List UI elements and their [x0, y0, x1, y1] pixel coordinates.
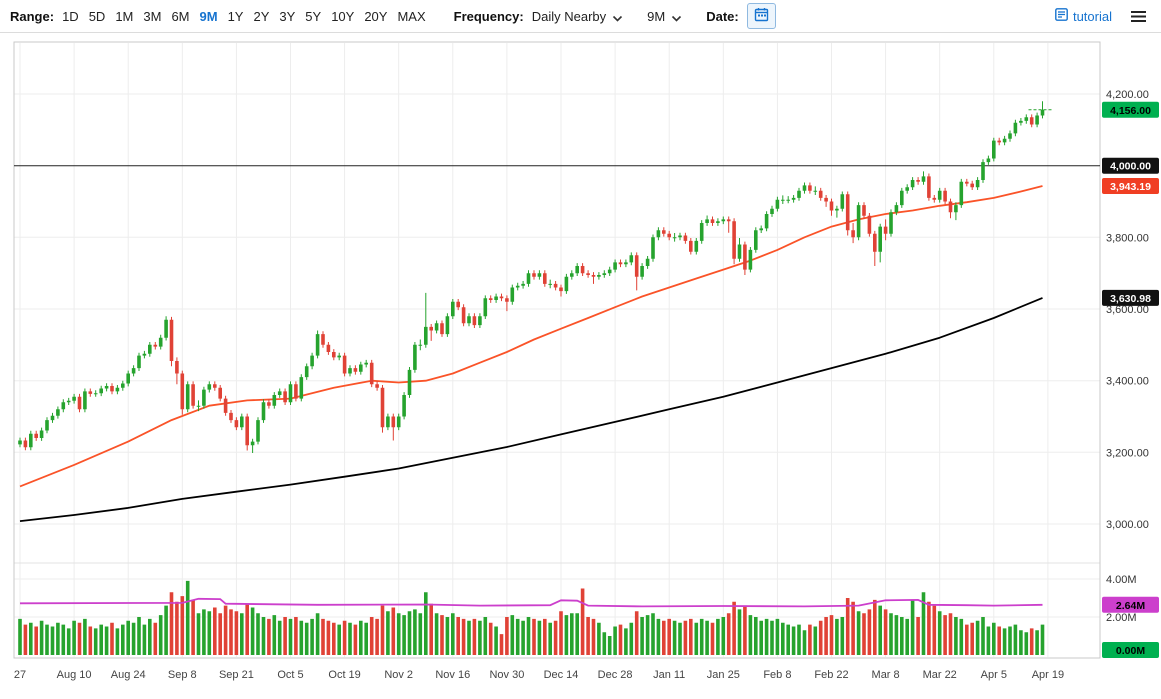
price-axis-label: 3,600.00	[1106, 304, 1149, 316]
price-axis-label: 4,200.00	[1106, 89, 1149, 101]
period-value: 9M	[647, 8, 666, 24]
tutorial-label: tutorial	[1072, 8, 1112, 24]
chart-toolbar: Range: 1D 5D 1M 3M 6M 9M 1Y 2Y 3Y 5Y 10Y…	[0, 0, 1161, 33]
volume-bars-down	[23, 588, 1034, 655]
date-axis-label: Nov 16	[435, 669, 470, 681]
date-axis-label: Dec 28	[598, 669, 633, 681]
session-volume-badge	[1102, 642, 1159, 658]
date-axis-label: Feb 8	[763, 669, 791, 681]
price-axis-label: 3,400.00	[1106, 376, 1149, 388]
ma-fast-badge	[1102, 178, 1159, 194]
period-dropdown[interactable]: 9M	[647, 8, 682, 25]
date-axis-label: 27	[14, 669, 26, 681]
date-axis-label: Nov 2	[384, 669, 413, 681]
range-max[interactable]: MAX	[397, 8, 426, 24]
last-price-badge	[1102, 101, 1159, 118]
range-1d[interactable]: 1D	[62, 8, 79, 24]
price-axis-label: 3,000.00	[1106, 519, 1149, 531]
date-axis-label: Mar 22	[923, 669, 957, 681]
date-axis-label: Aug 24	[111, 669, 146, 681]
avg-volume-badge	[1102, 596, 1159, 613]
date-axis-label: Nov 30	[489, 669, 524, 681]
chevron-down-icon	[671, 10, 682, 25]
frequency-dropdown[interactable]: Daily Nearby	[532, 8, 623, 25]
range-20y[interactable]: 20Y	[364, 8, 388, 24]
range-5y[interactable]: 5Y	[305, 8, 322, 24]
date-axis-label: Oct 19	[328, 669, 360, 681]
up-candle-bodies	[18, 109, 1045, 448]
candlestick-chart-canvas[interactable]: 4,200.00 3,800.00 3,600.00 3,400.00 3,200.00…	[0, 33, 1161, 694]
up-candle-wicks	[19, 101, 1043, 453]
price-axis-label: 3,800.00	[1106, 232, 1149, 244]
volume-axis-label: 2.00M	[1106, 612, 1137, 624]
date-axis-label: Apr 19	[1032, 669, 1064, 681]
date-label: Date:	[706, 8, 739, 24]
vertical-gridlines	[19, 43, 1049, 657]
range-10y[interactable]: 10Y	[331, 8, 355, 24]
avg-volume-badge-label: 2.64M	[1116, 600, 1145, 612]
chevron-down-icon	[612, 10, 623, 25]
frequency-value: Daily Nearby	[531, 8, 607, 24]
range-3m[interactable]: 3M	[143, 8, 162, 24]
date-axis-label: Mar 8	[872, 669, 900, 681]
range-label: Range:	[10, 8, 55, 24]
average-volume-line	[19, 597, 1043, 608]
toolbar-right: tutorial	[1055, 8, 1151, 24]
volume-bars-up	[18, 580, 1045, 655]
range-1m[interactable]: 1M	[115, 8, 134, 24]
date-axis-label: Jan 25	[707, 669, 740, 681]
plot-border	[13, 41, 1101, 659]
range-3y[interactable]: 3Y	[279, 8, 296, 24]
date-axis-label: Sep 21	[219, 669, 254, 681]
range-selector: 1D 5D 1M 3M 6M 9M 1Y 2Y 3Y 5Y 10Y 20Y MA…	[62, 9, 426, 24]
date-axis-label: Aug 10	[57, 669, 92, 681]
hline-price-badge	[1102, 157, 1159, 174]
ma-slow-badge	[1102, 289, 1159, 306]
calendar-icon	[754, 7, 769, 25]
range-6m[interactable]: 6M	[171, 8, 190, 24]
date-axis-label: Feb 22	[814, 669, 848, 681]
date-axis-label: Jan 11	[653, 669, 685, 681]
date-axis-label: Sep 8	[168, 669, 197, 681]
tutorial-icon	[1055, 8, 1068, 24]
ma-fast-badge-label: 3,943.19	[1110, 181, 1151, 193]
slow-moving-average-line	[19, 297, 1043, 522]
date-axis-label: Apr 5	[981, 669, 1007, 681]
hline-price-badge-label: 4,000.00	[1110, 161, 1151, 173]
chart-area[interactable]: 4,200.00 3,800.00 3,600.00 3,400.00 3,200.00…	[0, 33, 1161, 694]
price-axis-label: 3,200.00	[1106, 447, 1149, 459]
horizontal-gridlines	[14, 93, 1100, 618]
date-picker-button[interactable]	[746, 3, 776, 29]
volume-axis-label: 4.00M	[1106, 574, 1137, 586]
date-axis-label: Dec 14	[544, 669, 579, 681]
range-9m-active[interactable]: 9M	[199, 8, 218, 24]
date-axis-label: Oct 5	[277, 669, 303, 681]
last-price-badge-label: 4,156.00	[1110, 105, 1151, 117]
frequency-label: Frequency:	[453, 8, 524, 24]
range-5d[interactable]: 5D	[88, 8, 106, 24]
hamburger-menu-button[interactable]	[1130, 10, 1147, 23]
tutorial-link[interactable]: tutorial	[1055, 8, 1112, 24]
ma-slow-badge-label: 3,630.98	[1110, 293, 1151, 305]
session-volume-badge-label: 0.00M	[1116, 645, 1145, 657]
range-1y[interactable]: 1Y	[227, 8, 244, 24]
range-2y[interactable]: 2Y	[253, 8, 270, 24]
